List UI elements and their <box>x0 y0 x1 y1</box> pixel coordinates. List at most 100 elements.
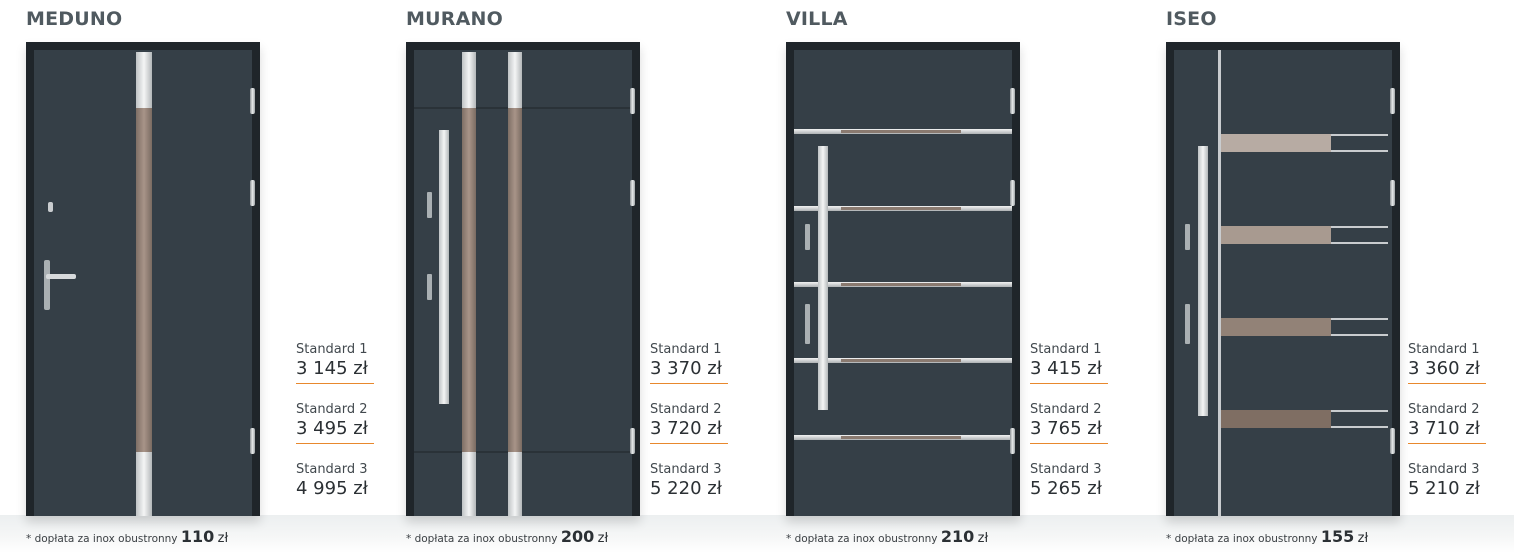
price-standard-2: Standard 2 3 710 zł <box>1408 402 1490 462</box>
standard-price: 4 995 zł <box>296 478 368 499</box>
standard-price: 3 765 zł <box>1030 418 1102 439</box>
standard-label: Standard 2 <box>1030 402 1102 417</box>
decor-panel <box>1221 134 1388 152</box>
glass-strip <box>508 108 522 452</box>
hinge-icon <box>250 180 255 206</box>
door-decoration <box>44 52 152 516</box>
standard-label: Standard 1 <box>296 342 368 357</box>
price-divider <box>1408 383 1486 384</box>
standard-price: 3 495 zł <box>296 418 368 439</box>
door-image[interactable] <box>26 42 260 516</box>
price-standard-3: Standard 3 5 265 zł <box>1030 462 1112 522</box>
decor-line <box>794 435 1012 440</box>
door-decoration <box>794 129 1012 440</box>
lock-plate <box>427 274 432 300</box>
price-divider <box>650 443 728 444</box>
price-list: Standard 1 3 145 zł Standard 2 3 495 zł … <box>296 342 378 522</box>
standard-label: Standard 2 <box>1408 402 1480 417</box>
standard-label: Standard 3 <box>296 462 368 477</box>
door-image[interactable] <box>1166 42 1400 516</box>
hinge-icon <box>1390 88 1395 114</box>
standard-label: Standard 1 <box>650 342 722 357</box>
inox-strip-bottom <box>508 452 522 516</box>
inox-strip-bottom <box>462 452 476 516</box>
price-standard-1: Standard 1 3 145 zł <box>296 342 378 402</box>
surcharge-note: * dopłata za inox obustronny 155 zł <box>1166 527 1368 546</box>
price-divider <box>650 383 728 384</box>
inox-strip-bottom <box>136 452 152 516</box>
price-standard-2: Standard 2 3 765 zł <box>1030 402 1112 462</box>
lock-plate <box>805 304 810 344</box>
standard-label: Standard 1 <box>1030 342 1102 357</box>
standard-label: Standard 3 <box>1408 462 1480 477</box>
product-meduno[interactable]: MEDUNO Standard 1 3 145 zł <box>26 0 386 553</box>
door-image[interactable] <box>406 42 640 516</box>
note-text: * dopłata za inox obustronny <box>406 533 558 545</box>
standard-price: 5 220 zł <box>650 478 722 499</box>
door-leaf <box>1174 50 1392 516</box>
price-standard-2: Standard 2 3 720 zł <box>650 402 732 462</box>
bar-handle-icon <box>1198 146 1208 416</box>
inox-strip-top <box>508 52 522 108</box>
product-villa[interactable]: VILLA <box>786 0 1146 553</box>
note-amount: 110 <box>180 527 215 546</box>
lock-plate <box>1185 304 1190 344</box>
note-currency: zł <box>977 531 989 546</box>
price-divider <box>1030 443 1108 444</box>
product-title: MEDUNO <box>26 8 123 30</box>
decor-line <box>794 206 1012 211</box>
price-standard-2: Standard 2 3 495 zł <box>296 402 378 462</box>
decor-line <box>794 282 1012 287</box>
price-list: Standard 1 3 415 zł Standard 2 3 765 zł … <box>1030 342 1112 522</box>
price-standard-1: Standard 1 3 370 zł <box>650 342 732 402</box>
note-currency: zł <box>217 531 229 546</box>
lock-cylinder-icon <box>48 202 53 212</box>
standard-price: 3 415 zł <box>1030 358 1102 379</box>
note-text: * dopłata za inox obustronny <box>1166 533 1318 545</box>
product-title: ISEO <box>1166 8 1217 30</box>
lock-plate <box>427 192 432 218</box>
hinge-icon <box>1390 180 1395 206</box>
surcharge-note: * dopłata za inox obustronny 110 zł <box>26 527 228 546</box>
bar-handle-icon <box>818 146 828 410</box>
product-title: VILLA <box>786 8 848 30</box>
inox-strip-top <box>462 52 476 108</box>
price-standard-3: Standard 3 5 220 zł <box>650 462 732 522</box>
hinge-icon <box>630 180 635 206</box>
surcharge-note: * dopłata za inox obustronny 210 zł <box>786 527 988 546</box>
standard-label: Standard 2 <box>650 402 722 417</box>
standard-label: Standard 1 <box>1408 342 1480 357</box>
door-decoration <box>1185 50 1388 516</box>
hinge-icon <box>1010 88 1015 114</box>
hinge-icon <box>250 88 255 114</box>
door-decoration <box>414 52 632 516</box>
note-currency: zł <box>597 531 609 546</box>
glass-strip <box>462 108 476 452</box>
standard-label: Standard 2 <box>296 402 368 417</box>
standard-price: 5 210 zł <box>1408 478 1480 499</box>
standard-price: 3 145 zł <box>296 358 368 379</box>
decor-line <box>794 129 1012 134</box>
decor-panel <box>1221 318 1388 336</box>
price-divider <box>1030 383 1108 384</box>
product-iseo[interactable]: ISEO <box>1166 0 1514 553</box>
price-list: Standard 1 3 360 zł Standard 2 3 710 zł … <box>1408 342 1490 522</box>
door-image[interactable] <box>786 42 1020 516</box>
hinge-icon <box>1010 428 1015 454</box>
handle-plate <box>44 260 50 310</box>
note-amount: 200 <box>560 527 595 546</box>
note-currency: zł <box>1357 531 1369 546</box>
standard-price: 3 720 zł <box>650 418 722 439</box>
hinge-icon <box>1390 428 1395 454</box>
product-murano[interactable]: MURANO <box>406 0 766 553</box>
standard-price: 3 360 zł <box>1408 358 1480 379</box>
door-leaf <box>414 50 632 516</box>
decor-line <box>794 358 1012 363</box>
price-standard-1: Standard 1 3 360 zł <box>1408 342 1490 402</box>
price-divider <box>1408 443 1486 444</box>
price-divider <box>296 383 374 384</box>
lock-plate <box>1185 224 1190 250</box>
door-handle-icon <box>46 274 76 279</box>
price-standard-1: Standard 1 3 415 zł <box>1030 342 1112 402</box>
standard-price: 3 370 zł <box>650 358 722 379</box>
